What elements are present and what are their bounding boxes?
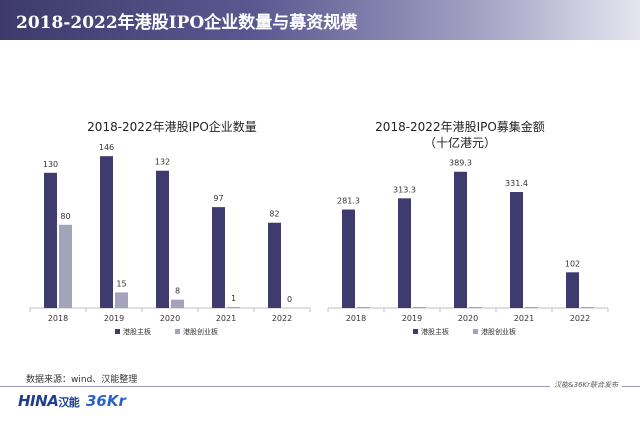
chart-2-legend-label: 港股创业板 bbox=[481, 327, 516, 336]
chart-2-bar-gem bbox=[357, 307, 370, 308]
chart-1-legend-label: 港股主板 bbox=[123, 327, 151, 336]
china-logo: HINA汉能 bbox=[18, 392, 80, 410]
chart-2-bar-gem bbox=[581, 307, 594, 308]
chart-1-tick-label: 2020 bbox=[160, 314, 180, 323]
chart-2-bar-main bbox=[510, 192, 523, 308]
chart-1-tick-label: 2022 bbox=[272, 314, 292, 323]
chart-2-title: 2018-2022年港股IPO募集金额 bbox=[375, 120, 545, 134]
china-logo-sub: 汉能 bbox=[58, 396, 80, 409]
footer-credit: 汉能&36Kr联合发布 bbox=[550, 380, 622, 390]
chart-2-legend-swatch bbox=[473, 329, 478, 334]
chart-2-data-label: 389.3 bbox=[449, 159, 472, 168]
chart-1-data-label: 130 bbox=[43, 160, 58, 169]
chart-2-tick-label: 2018 bbox=[346, 314, 366, 323]
chart-2-tick-label: 2022 bbox=[570, 314, 590, 323]
chart-1-bar-main bbox=[156, 170, 169, 308]
chart-2-data-label: 102 bbox=[565, 259, 580, 268]
chart-1-bar-gem bbox=[227, 306, 240, 308]
chart-1-data-label: 0 bbox=[287, 295, 292, 304]
chart-2-bar-main bbox=[342, 209, 355, 308]
chart-2-subtitle: （十亿港元） bbox=[423, 136, 496, 150]
chart-1-tick-label: 2019 bbox=[104, 314, 124, 323]
chart-1-bar-gem bbox=[171, 299, 184, 308]
chart-2-data-label: 281.3 bbox=[337, 197, 360, 206]
chart-1-title: 2018-2022年港股IPO企业数量 bbox=[87, 120, 257, 134]
chart-1-bar-main bbox=[268, 222, 281, 308]
chart-2-tick-label: 2021 bbox=[514, 314, 534, 323]
chart-1-data-label: 146 bbox=[99, 143, 114, 152]
chart-1-tick-label: 2021 bbox=[216, 314, 236, 323]
chart-1-data-label: 82 bbox=[269, 210, 279, 219]
chart-2-bar-gem bbox=[413, 307, 426, 308]
china-logo-text: HINA bbox=[18, 392, 59, 410]
chart-1-legend-swatch bbox=[175, 329, 180, 334]
chart-2-bar-main bbox=[566, 272, 579, 308]
chart-1-bar-main bbox=[212, 207, 225, 308]
chart-1-legend-label: 港股创业板 bbox=[183, 327, 218, 336]
chart-2-bar-main bbox=[398, 198, 411, 308]
chart-2-data-label: 313.3 bbox=[393, 185, 416, 194]
chart-1-data-label: 97 bbox=[213, 194, 223, 203]
chart-1-bar-gem bbox=[59, 224, 72, 308]
36kr-logo: 36Kr bbox=[86, 392, 126, 410]
chart-1-data-label: 80 bbox=[60, 212, 70, 221]
chart-1-bar-main bbox=[44, 172, 57, 308]
chart-2-legend-label: 港股主板 bbox=[421, 327, 449, 336]
footer-divider bbox=[0, 386, 640, 387]
header-bar: 2018-2022年港股IPO企业数量与募资规模 bbox=[0, 0, 640, 40]
chart-1-data-label: 15 bbox=[116, 279, 126, 288]
chart-2-data-label: 331.4 bbox=[505, 179, 528, 188]
chart-2-bar-gem bbox=[469, 307, 482, 308]
chart-2-tick-label: 2019 bbox=[402, 314, 422, 323]
chart-1-data-label: 1 bbox=[231, 294, 236, 303]
chart-1-data-label: 132 bbox=[155, 158, 170, 167]
chart-1-legend-swatch bbox=[115, 329, 120, 334]
chart-1-bar-gem bbox=[115, 292, 128, 308]
chart-2-bar-main bbox=[454, 171, 467, 308]
chart-1-tick-label: 2018 bbox=[48, 314, 68, 323]
page-title: 2018-2022年港股IPO企业数量与募资规模 bbox=[16, 13, 358, 33]
chart-1-data-label: 8 bbox=[175, 287, 180, 296]
source-note: 数据来源：wind、汉能整理 bbox=[26, 375, 138, 385]
chart-2-bar-gem bbox=[525, 307, 538, 308]
chart-2-legend-swatch bbox=[413, 329, 418, 334]
chart-2-tick-label: 2020 bbox=[458, 314, 478, 323]
chart-1-bar-main bbox=[100, 156, 113, 308]
